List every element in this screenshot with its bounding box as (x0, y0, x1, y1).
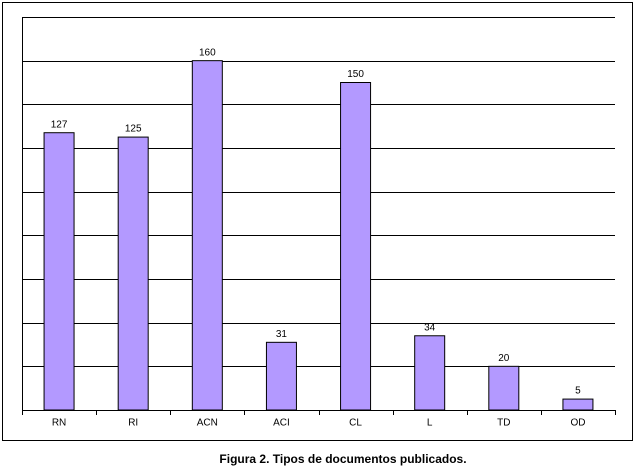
data-label: 127 (51, 119, 68, 130)
bar (340, 82, 372, 411)
bar (117, 136, 149, 411)
x-tick-label: RN (52, 418, 66, 429)
bar (488, 365, 520, 411)
data-label: 125 (125, 124, 142, 135)
bar (414, 335, 446, 411)
data-label: 160 (199, 47, 216, 58)
data-label: 5 (575, 386, 581, 397)
bar (265, 341, 297, 411)
x-tick-label: L (427, 418, 433, 429)
x-tick-label: ACN (197, 418, 218, 429)
data-label: 150 (347, 69, 364, 80)
bar (43, 132, 75, 411)
x-tick-label: ACI (273, 418, 290, 429)
chart-frame (2, 2, 633, 441)
data-label: 20 (498, 353, 510, 364)
x-tick-label: TD (497, 418, 510, 429)
x-tick-label: RI (128, 418, 138, 429)
x-tick-label: OD (570, 418, 585, 429)
chart-title: Figura 2. Tipos de documentos publicados… (219, 452, 466, 466)
bar (191, 60, 223, 411)
bar (562, 398, 594, 411)
x-tick-label: CL (349, 418, 362, 429)
data-label: 34 (424, 322, 436, 333)
data-label: 31 (276, 329, 288, 340)
